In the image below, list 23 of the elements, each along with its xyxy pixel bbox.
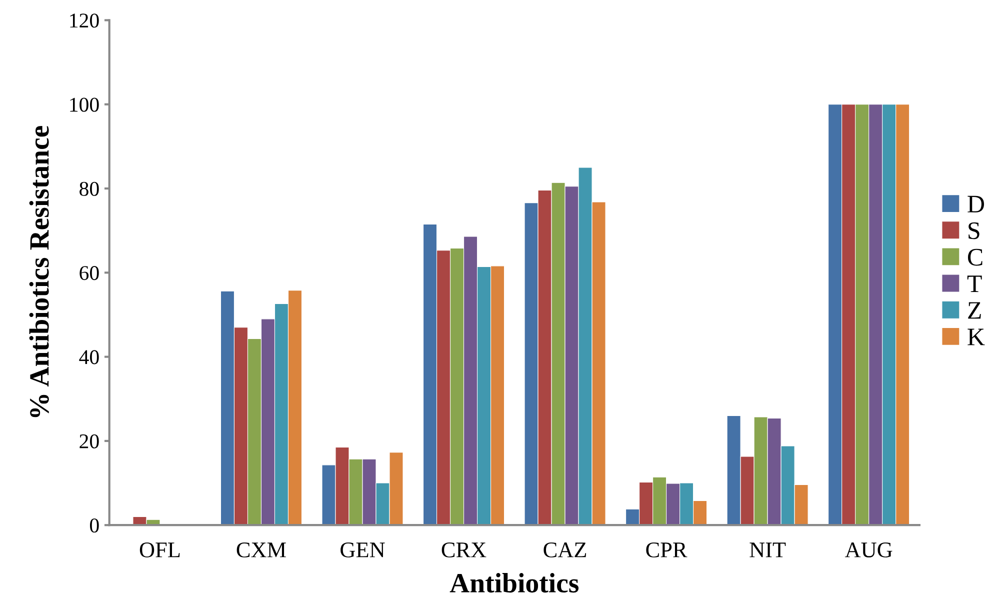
x-tick-label: NIT (750, 542, 786, 558)
y-tick-label: 40 (79, 350, 99, 364)
x-tick-label: OFL (140, 542, 180, 558)
x-tick-label: CPR (646, 542, 688, 558)
y-tick-label: 20 (80, 434, 99, 448)
x-tick-label: AUG (844, 542, 892, 558)
legend-label: C (968, 248, 982, 266)
legend-label: Z (968, 302, 981, 319)
y-axis-title: % Antibiotics Resistance (29, 126, 49, 418)
y-tick-label: 80 (80, 182, 99, 196)
y-tick-label: 120 (70, 14, 99, 28)
y-tick-label: 60 (80, 266, 99, 280)
x-axis-title: Antibiotics (450, 573, 579, 593)
x-tick-label: CXM (236, 542, 286, 558)
x-tick-label: GEN (340, 542, 385, 558)
legend-label: D (968, 196, 984, 212)
legend-label: K (968, 328, 985, 346)
x-tick-label: CAZ (544, 542, 586, 558)
y-tick-label: 100 (70, 98, 99, 112)
legend-label: S (968, 222, 980, 240)
y-tick-label: 0 (90, 518, 99, 533)
legend-label: T (967, 276, 982, 292)
x-tick-label: CRX (442, 542, 486, 558)
